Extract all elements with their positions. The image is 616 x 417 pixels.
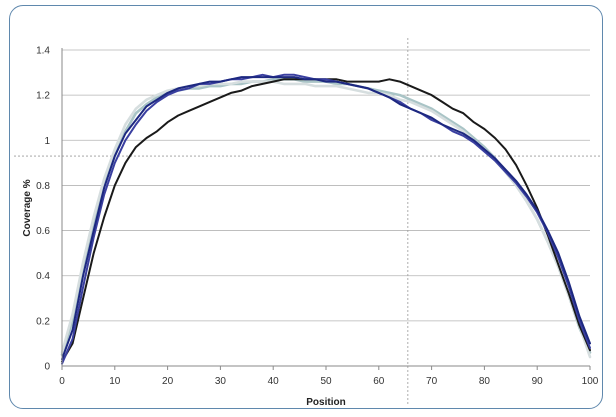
y-tick-label: 0.6 <box>36 226 50 237</box>
y-axis-title: Coverage % <box>22 179 33 236</box>
x-tick-label: 10 <box>109 376 121 387</box>
y-tick-label: 0.4 <box>36 271 50 282</box>
x-tick-label: 80 <box>479 376 491 387</box>
series-line-3 <box>61 78 591 363</box>
x-tick-label: 40 <box>268 376 280 387</box>
reference-lines <box>14 38 600 404</box>
x-tick-label: 30 <box>215 376 227 387</box>
y-tick-label: 1.4 <box>36 46 50 57</box>
grid-layer <box>62 49 590 322</box>
x-axis-title: Position <box>306 397 345 408</box>
y-tick-labels: 0 0.2 0.4 0.6 0.8 1 1.2 1.4 <box>36 46 50 373</box>
series-line-5 <box>61 76 591 361</box>
x-tick-labels: 0 10 20 30 40 50 60 70 80 90 100 <box>59 376 599 387</box>
axis-layer <box>61 48 591 370</box>
y-tick-label: 1 <box>44 136 50 147</box>
series-line-4 <box>61 73 591 365</box>
series-line-1 <box>60 78 592 357</box>
x-tick-label: 90 <box>532 376 544 387</box>
series-layer <box>60 73 592 365</box>
y-tick-label: 0.8 <box>36 181 50 192</box>
y-tick-label: 0.2 <box>36 316 50 327</box>
y-tick-label: 0 <box>44 362 50 373</box>
series-line-2 <box>60 80 592 359</box>
x-tick-label: 70 <box>426 376 438 387</box>
y-tick-label: 1.2 <box>36 91 50 102</box>
x-tick-label: 50 <box>320 376 332 387</box>
x-tick-label: 20 <box>162 376 174 387</box>
x-tick-label: 100 <box>582 376 599 387</box>
x-tick-label: 60 <box>373 376 385 387</box>
x-tick-label: 0 <box>59 376 65 387</box>
